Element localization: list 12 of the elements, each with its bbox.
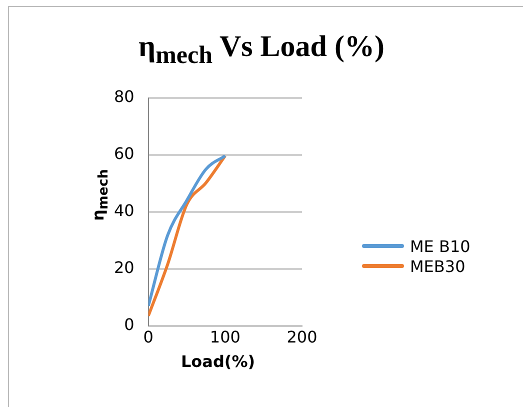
x-tick-label: 0 [143, 328, 154, 347]
y-tick-label: 80 [114, 87, 134, 106]
x-tick-label: 200 [286, 328, 318, 347]
legend-label: ME B10 [410, 236, 470, 256]
x-tick-label: 100 [210, 328, 240, 347]
chart-title: η$_{mech}$ Vs Load (%) [138, 30, 386, 70]
legend-label: MEB30 [410, 256, 466, 276]
y-tick-label: 60 [114, 144, 134, 164]
y-tick-label: 20 [114, 258, 134, 278]
x-axis-title: Load(%) [180, 352, 256, 371]
y-tick-label: 0 [124, 314, 134, 334]
y-tick-label: 40 [114, 201, 134, 220]
